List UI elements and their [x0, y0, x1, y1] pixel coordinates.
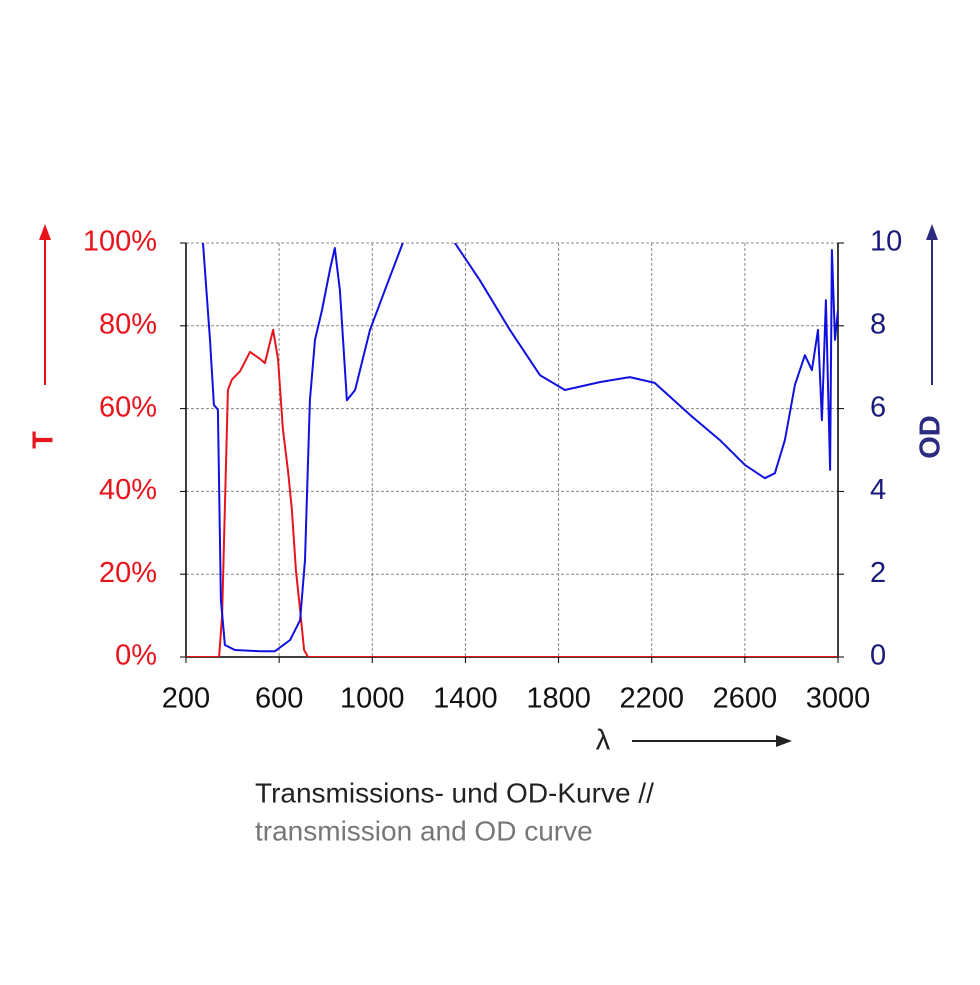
- x-tick-label: 2600: [713, 683, 778, 715]
- x-tick-label: 1000: [340, 683, 405, 715]
- x-tick-label: 200: [162, 683, 210, 715]
- y2-tick-label: 0: [870, 640, 886, 672]
- x-tick-label: 1800: [526, 683, 591, 715]
- y2-tick-label: 4: [870, 474, 886, 506]
- y-tick-label: 40%: [99, 474, 157, 506]
- y2-axis-label: OD: [915, 415, 947, 459]
- y-tick-label: 20%: [99, 557, 157, 589]
- x-arrow-head: [776, 735, 792, 747]
- y-arrow-head: [39, 224, 51, 240]
- caption: Transmissions- und OD-Kurve //: [255, 777, 654, 808]
- y2-arrow-head: [926, 224, 938, 240]
- y2-tick-label: 8: [870, 308, 886, 340]
- caption-translation: transmission and OD curve: [255, 815, 593, 846]
- y-tick-label: 100%: [83, 226, 157, 258]
- x-tick-label: 1400: [433, 683, 498, 715]
- x-axis-label: λ: [596, 725, 611, 757]
- x-tick-label: 3000: [806, 683, 871, 715]
- y2-tick-label: 2: [870, 557, 886, 589]
- y-tick-label: 0%: [115, 640, 157, 672]
- y-axis-label: T: [28, 431, 60, 449]
- y-tick-label: 60%: [99, 391, 157, 423]
- series-line: [186, 328, 838, 657]
- y2-tick-label: 10: [870, 226, 902, 258]
- y-tick-label: 80%: [99, 308, 157, 340]
- y2-tick-label: 6: [870, 391, 886, 423]
- x-tick-label: 2200: [619, 683, 684, 715]
- series-line: [202, 243, 838, 653]
- x-tick-label: 600: [255, 683, 303, 715]
